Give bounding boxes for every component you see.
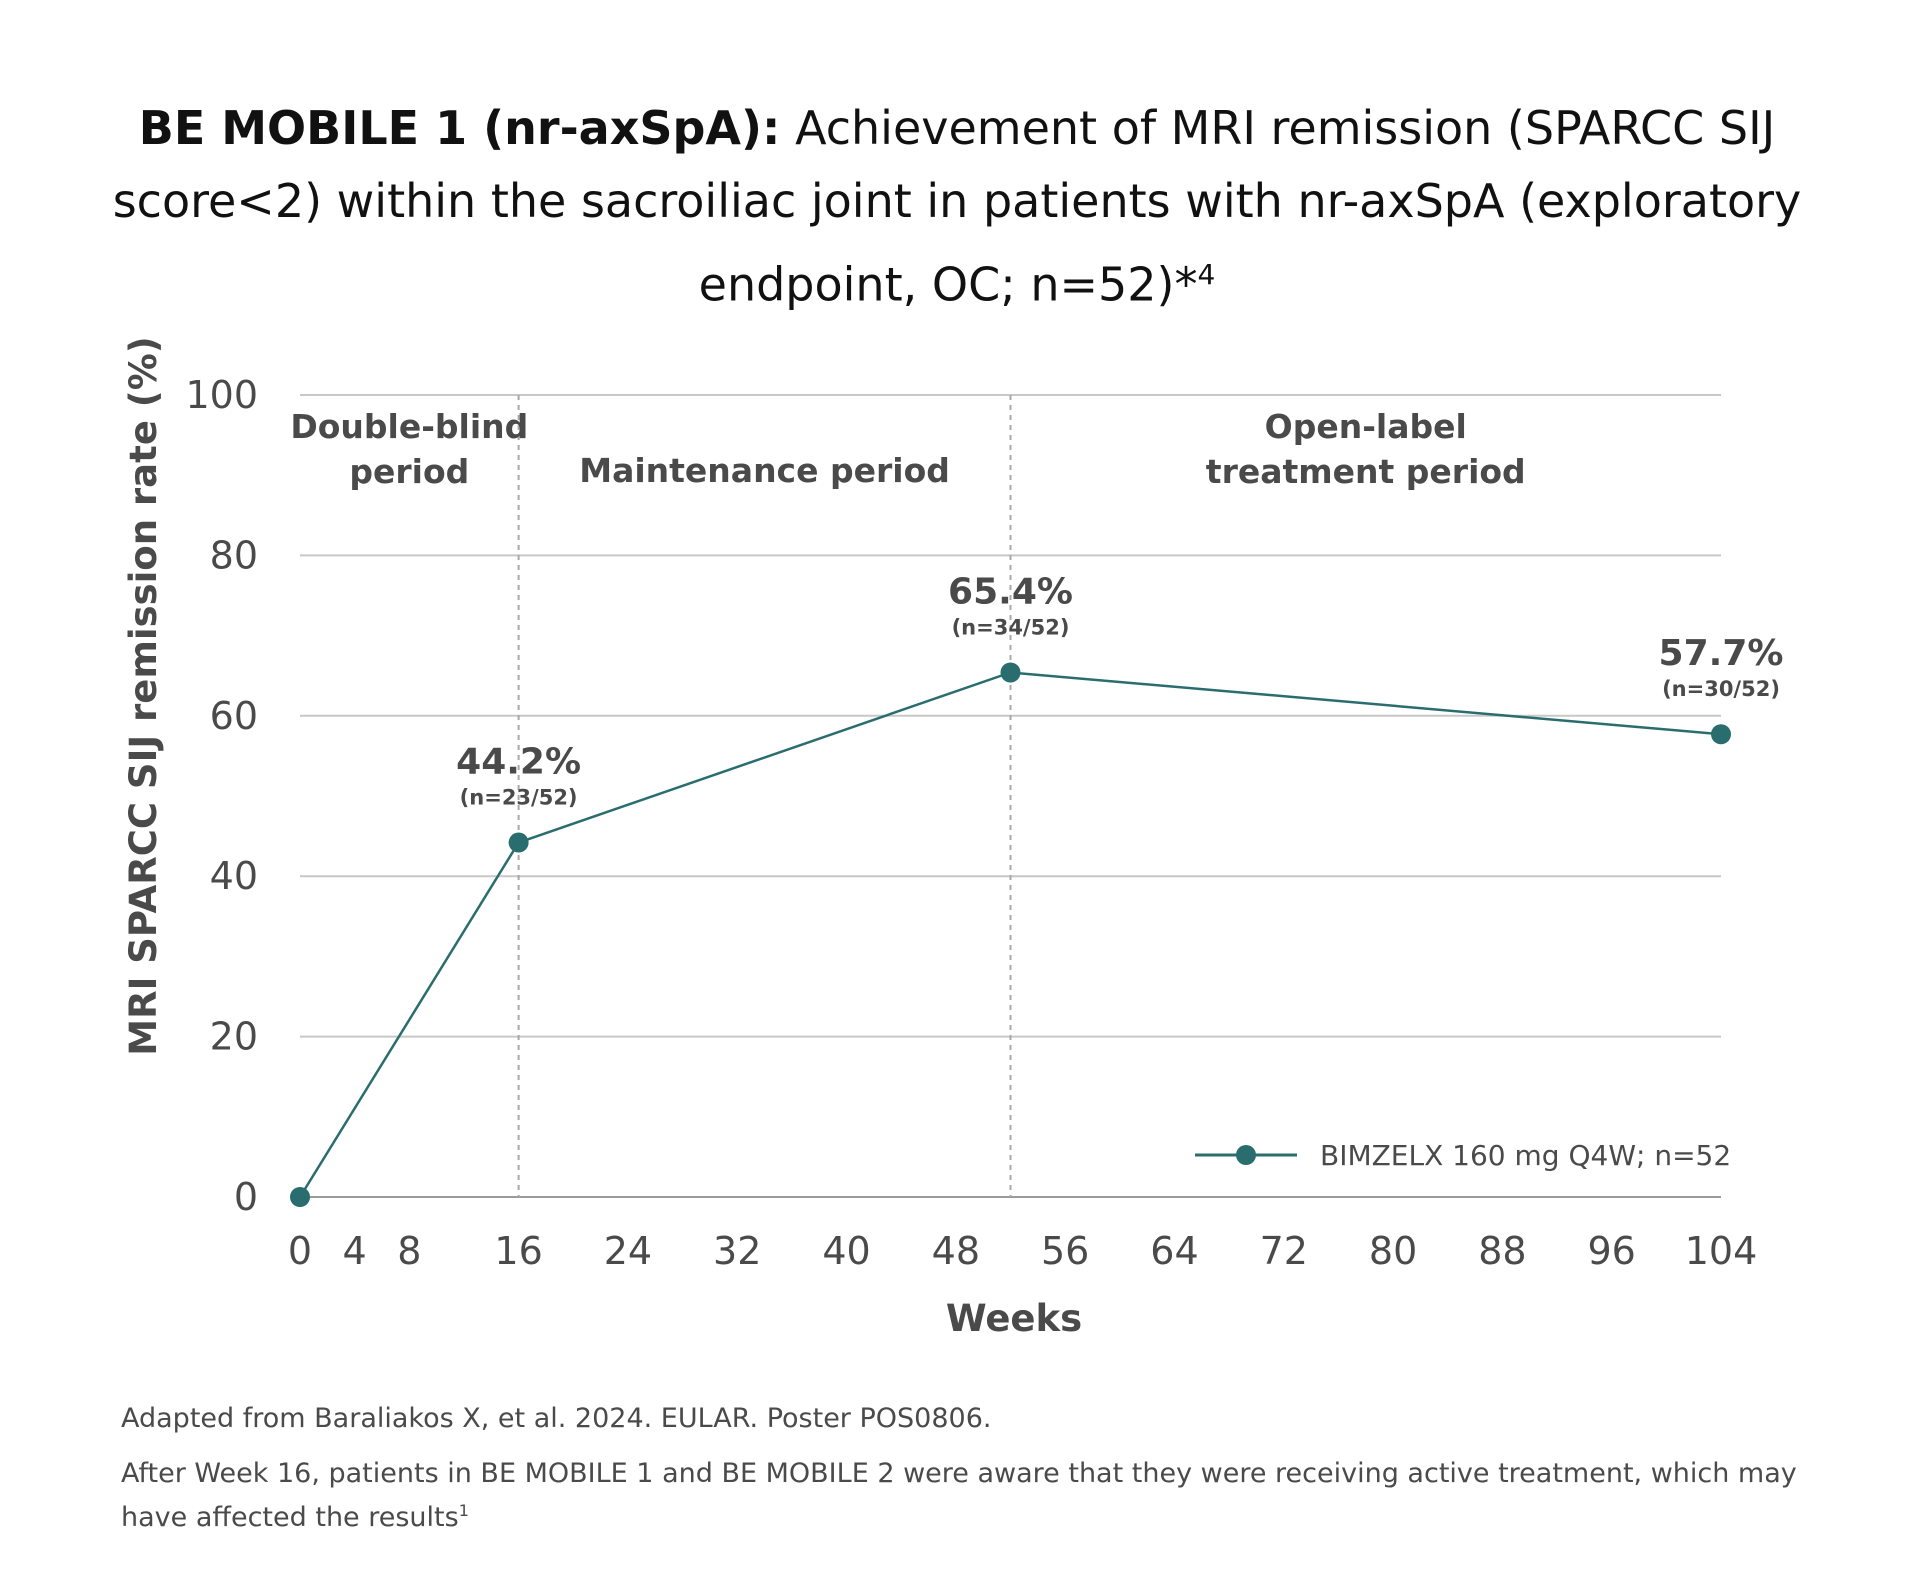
y-axis-title: MRI SPARCC SIJ remission rate (%) (122, 336, 165, 1055)
legend-entry: BIMZELX 160 mg Q4W; n=52 (1320, 1139, 1731, 1172)
data-sublabel: (n=23/52) (460, 786, 578, 810)
x-tick-label: 40 (822, 1229, 870, 1273)
period-label: Maintenance period (579, 451, 950, 490)
y-tick-label: 20 (210, 1015, 258, 1059)
data-label: 65.4% (948, 571, 1073, 612)
chart-title-superscript: 4 (1197, 258, 1216, 291)
chart-title-bold: BE MOBILE 1 (nr-axSpA): (138, 101, 781, 155)
period-label: period (349, 452, 469, 491)
data-sublabel: (n=34/52) (952, 615, 1070, 639)
data-labels: 44.2% (n=23/52) 65.4% (n=34/52) 57.7% (n=30/5… (456, 571, 1783, 809)
x-tick-label: 4 (343, 1229, 367, 1273)
x-tick-label: 64 (1150, 1229, 1198, 1273)
awareness-note: After Week 16, patients in BE MOBILE 1 a… (121, 1455, 1821, 1536)
period-label: treatment period (1206, 452, 1526, 491)
source-note: Adapted from Baraliakos X, et al. 2024. … (121, 1403, 992, 1434)
x-tick-label: 32 (713, 1229, 761, 1273)
x-tick-label: 8 (397, 1229, 421, 1273)
data-point (290, 1187, 310, 1207)
data-point (1711, 724, 1731, 745)
period-label: Double-blind (290, 407, 528, 446)
legend: BIMZELX 160 mg Q4W; n=52 (1195, 1139, 1731, 1172)
series-line (298, 671, 1722, 1198)
y-tick-label: 80 (210, 533, 258, 577)
chart-title-text: Achievement of MRI remission (SPARCC SIJ… (112, 101, 1802, 312)
y-tick-label: 60 (210, 694, 258, 738)
data-series (290, 662, 1731, 1207)
y-tick-label: 0 (234, 1175, 258, 1219)
data-point (1000, 662, 1021, 683)
x-tick-label: 16 (494, 1229, 542, 1273)
x-axis-title: Weeks (946, 1297, 1082, 1340)
x-tick-label: 24 (604, 1229, 652, 1273)
awareness-note-superscript: 1 (458, 1501, 469, 1520)
chart-title: BE MOBILE 1 (nr-axSpA): Achievement of M… (100, 92, 1814, 321)
x-tick-label: 88 (1478, 1229, 1526, 1273)
data-label: 44.2% (456, 742, 581, 783)
x-axis-ticks: 0 4 8 16 24 32 40 48 56 64 72 80 88 96 104 (288, 1229, 1757, 1273)
x-tick-label: 48 (932, 1229, 980, 1273)
x-tick-label: 56 (1041, 1229, 1089, 1273)
period-dividers (517, 395, 1012, 1197)
y-tick-label: 40 (210, 854, 258, 898)
legend-marker (1236, 1145, 1256, 1165)
x-tick-label: 0 (288, 1229, 312, 1273)
period-label: Open-label (1265, 407, 1467, 446)
awareness-note-text: After Week 16, patients in BE MOBILE 1 a… (121, 1458, 1797, 1533)
x-tick-label: 80 (1369, 1229, 1417, 1273)
y-axis-ticks: 0 20 40 60 80 100 (185, 373, 258, 1219)
period-labels: Double-blind period Maintenance period Open… (290, 407, 1525, 491)
data-sublabel: (n=30/52) (1662, 677, 1780, 701)
x-tick-label: 104 (1685, 1229, 1758, 1273)
data-label: 57.7% (1659, 633, 1784, 674)
x-tick-label: 96 (1588, 1229, 1636, 1273)
y-tick-label: 100 (185, 373, 258, 417)
x-tick-label: 72 (1260, 1229, 1308, 1273)
data-point (508, 832, 529, 853)
